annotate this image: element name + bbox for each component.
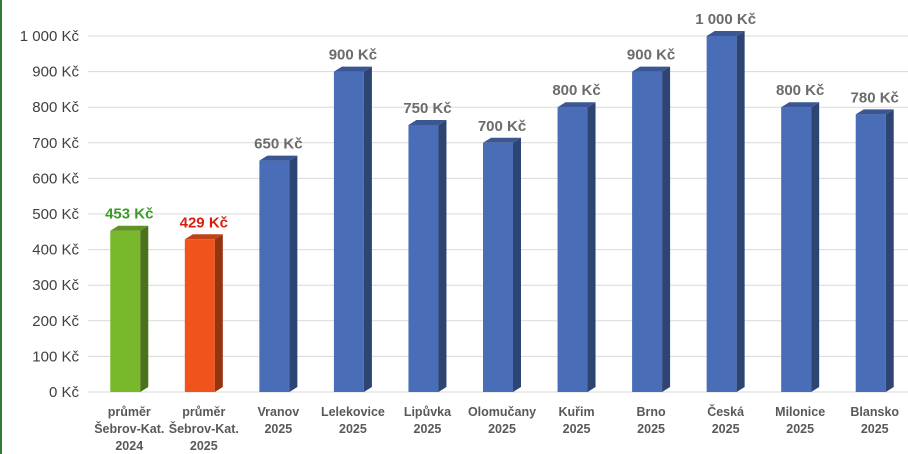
y-tick-label: 400 Kč: [32, 242, 79, 259]
x-tick-label: 2025: [190, 439, 218, 453]
bar-side: [736, 31, 745, 392]
y-tick-label: 500 Kč: [32, 206, 79, 223]
bar-front: [855, 114, 886, 392]
bar: [333, 66, 372, 392]
bar-side: [363, 66, 372, 392]
bar: [557, 102, 596, 392]
bar: [781, 102, 820, 392]
y-tick-label: 700 Kč: [32, 135, 79, 152]
bar-front: [408, 125, 439, 392]
data-label: 900 Kč: [627, 47, 675, 64]
y-tick-label: 0 Kč: [49, 384, 80, 401]
bar-top: [557, 102, 596, 108]
data-label: 1 000 Kč: [695, 11, 756, 28]
bar-front: [781, 107, 812, 392]
y-tick-label: 100 Kč: [32, 348, 79, 365]
bar-top: [483, 137, 521, 143]
bar-top: [184, 234, 223, 240]
x-tick-label: Kuřim: [558, 405, 594, 419]
x-tick-label: 2025: [264, 422, 292, 436]
bar-top: [632, 66, 671, 72]
data-label: 800 Kč: [552, 82, 600, 99]
data-label: 650 Kč: [254, 136, 302, 153]
bar: [632, 66, 671, 392]
x-tick-label: 2025: [563, 422, 591, 436]
x-tick-label: Olomučany: [468, 405, 536, 419]
bar-front: [259, 160, 290, 392]
data-label: 700 Kč: [478, 118, 526, 135]
bar-side: [214, 234, 223, 392]
x-tick-label: 2025: [637, 422, 665, 436]
x-tick-label: 2025: [712, 422, 740, 436]
data-label: 780 Kč: [851, 89, 899, 106]
bar-top: [333, 66, 372, 72]
x-tick-label: Milonice: [775, 405, 825, 419]
bar-top: [855, 109, 894, 115]
x-tick-label: Šebrov-Kat.: [94, 421, 164, 436]
x-tick-label: Brno: [637, 405, 667, 419]
bar-top: [408, 120, 447, 125]
x-tick-label: Česká: [707, 404, 744, 419]
bar-side: [587, 102, 596, 392]
bar-front: [184, 239, 215, 392]
bar-side: [289, 155, 298, 392]
bar-side: [811, 102, 820, 392]
x-axis-labels: průměr Šebrov-Kat. 2024 průměr Šebrov-Kat. 20…: [94, 404, 899, 453]
data-label: 800 Kč: [776, 82, 824, 99]
bar: [408, 120, 447, 392]
y-tick-label: 300 Kč: [32, 277, 79, 294]
bar: [483, 137, 521, 392]
bar-top: [781, 102, 820, 108]
bar-top: [259, 155, 298, 161]
data-label: 453 Kč: [105, 206, 153, 223]
x-tick-label: Šebrov-Kat.: [169, 421, 239, 436]
y-tick-label: 600 Kč: [32, 170, 79, 187]
bar: [110, 225, 149, 392]
y-tick-label: 200 Kč: [32, 313, 79, 330]
bar-front: [333, 71, 364, 392]
x-tick-label: průměr: [182, 405, 225, 419]
data-labels: 453 Kč 429 Kč 650 Kč 900 Kč 750 Kč 700 Kč 800 …: [105, 11, 899, 231]
bar-front: [557, 107, 588, 392]
bar-front: [110, 230, 141, 392]
x-tick-label: Vranov: [258, 405, 300, 419]
bar-front: [706, 36, 737, 392]
x-tick-label: 2025: [786, 422, 814, 436]
x-tick-label: Lelekovice: [321, 405, 385, 419]
bar: [706, 31, 745, 392]
bar: [184, 234, 223, 392]
data-label: 429 Kč: [180, 214, 228, 231]
y-tick-label: 1 000 Kč: [20, 28, 80, 45]
bar-side: [438, 120, 447, 392]
bar-top: [110, 225, 149, 231]
bar: [259, 155, 298, 392]
x-tick-label: průměr: [108, 405, 151, 419]
data-label: 900 Kč: [329, 47, 377, 64]
bar-side: [662, 66, 671, 392]
y-tick-label: 800 Kč: [32, 99, 79, 116]
x-tick-label: Blansko: [850, 405, 899, 419]
y-axis: 0 Kč 100 Kč 200 Kč 300 Kč 400 Kč 500 Kč 600 Kč…: [20, 28, 80, 401]
x-tick-label: 2025: [414, 422, 442, 436]
x-tick-label: 2024: [115, 439, 143, 453]
data-label: 750 Kč: [403, 100, 451, 117]
bar: [855, 109, 894, 392]
x-tick-label: Lipůvka: [404, 405, 452, 419]
bars: [110, 31, 894, 392]
x-tick-label: 2025: [488, 422, 516, 436]
bar-side: [513, 137, 521, 392]
y-tick-label: 900 Kč: [32, 64, 79, 81]
x-tick-label: 2025: [339, 422, 367, 436]
bar-side: [140, 225, 149, 392]
bar-front: [632, 71, 663, 392]
bar-front: [483, 142, 513, 392]
bar-side: [885, 109, 894, 392]
x-tick-label: 2025: [861, 422, 889, 436]
bar-top: [706, 31, 745, 36]
